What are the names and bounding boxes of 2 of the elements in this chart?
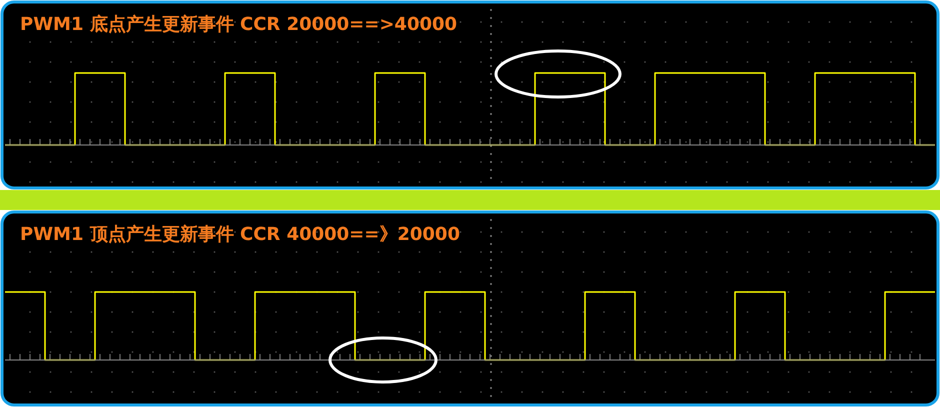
chart-title: PWM1 顶点产生更新事件 CCR 40000==》20000 xyxy=(20,224,460,245)
chart-title: PWM1 底点产生更新事件 CCR 20000==>40000 xyxy=(20,14,458,35)
